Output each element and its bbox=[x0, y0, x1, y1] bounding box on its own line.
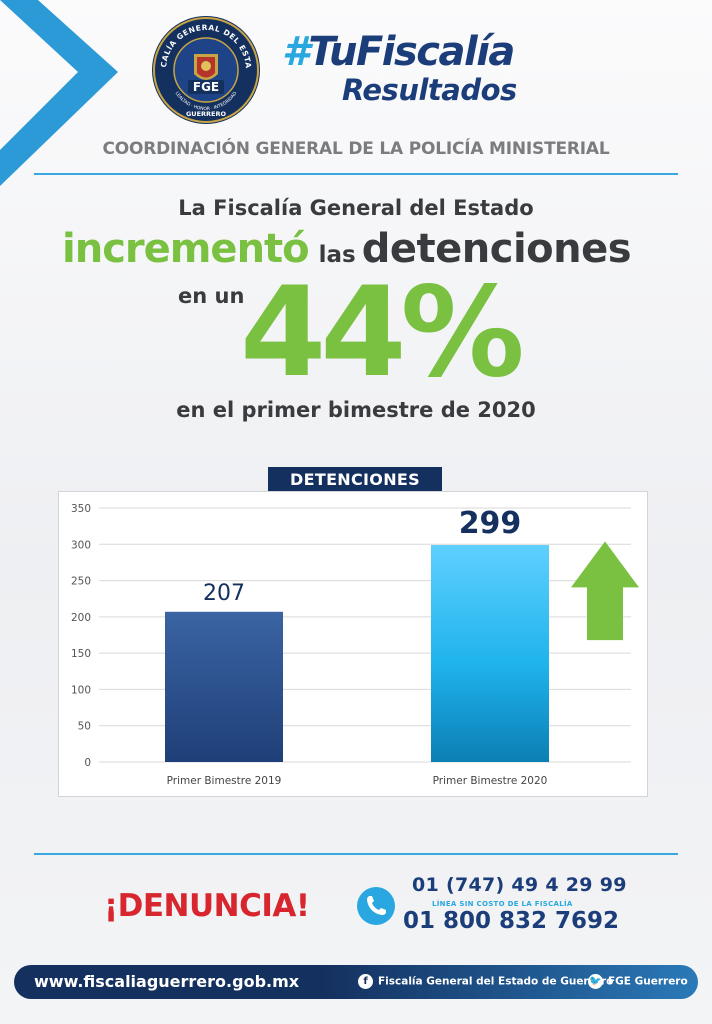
twitter-label: FGE Guerrero bbox=[608, 975, 688, 988]
brand-subtitle: Resultados bbox=[342, 73, 517, 107]
unit-title: COORDINACIÓN GENERAL DE LA POLICÍA MINIS… bbox=[102, 139, 610, 159]
bar-data-label: 299 bbox=[459, 506, 522, 541]
bar-chart: 0 50 100 150 200 250 300 350 207 Primer Bimestre … bbox=[58, 491, 648, 797]
headline-en-un: en un bbox=[178, 284, 245, 308]
brand-hashtag: #TuFiscalía bbox=[282, 30, 582, 74]
denuncia-heading: ¡DENUNCIA! bbox=[104, 888, 310, 924]
seal-crest bbox=[194, 54, 218, 80]
brand-hash-symbol: # bbox=[282, 29, 310, 75]
bar-chart-svg: 0 50 100 150 200 250 300 350 207 Primer Bimestre … bbox=[71, 503, 639, 787]
phone-icon bbox=[357, 887, 395, 925]
phone-number-1[interactable]: 01 (747) 49 4 29 99 bbox=[412, 874, 627, 896]
facebook-icon: f bbox=[358, 974, 373, 989]
y-tick-label: 0 bbox=[84, 757, 91, 769]
chart-title: DETENCIONES bbox=[268, 467, 442, 493]
website-link[interactable]: www.fiscaliaguerrero.gob.mx bbox=[34, 972, 300, 991]
twitter-link[interactable]: 🐦 FGE Guerrero bbox=[588, 974, 688, 989]
brand-hashtag-text: TuFiscalía bbox=[308, 29, 515, 75]
corner-chevron-decoration bbox=[0, 0, 118, 186]
y-tick-label: 350 bbox=[71, 503, 91, 515]
bar bbox=[165, 611, 283, 762]
facebook-link[interactable]: f Fiscalía General del Estado de Guerrero bbox=[358, 974, 613, 989]
y-tick-label: 100 bbox=[71, 684, 91, 696]
facebook-label: Fiscalía General del Estado de Guerrero bbox=[378, 975, 614, 988]
x-category-label: Primer Bimestre 2019 bbox=[167, 775, 282, 787]
y-tick-label: 150 bbox=[71, 648, 91, 660]
headline-detenciones: detenciones bbox=[361, 226, 632, 272]
x-category-label: Primer Bimestre 2020 bbox=[433, 775, 548, 787]
twitter-icon: 🐦 bbox=[588, 974, 603, 989]
phone-number-2[interactable]: 01 800 832 7692 bbox=[403, 908, 620, 934]
y-tick-label: 50 bbox=[78, 721, 91, 733]
toll-free-note: LÍNEA SIN COSTO DE LA FISCALÍA bbox=[432, 900, 573, 908]
headline-line-1: La Fiscalía General del Estado bbox=[178, 196, 534, 220]
bar bbox=[431, 545, 549, 762]
headline-line-2: incrementó las detenciones bbox=[62, 226, 632, 272]
headline-period: en el primer bimestre de 2020 bbox=[176, 398, 536, 422]
y-tick-label: 300 bbox=[71, 539, 91, 551]
headline-increment-word: incrementó bbox=[62, 226, 310, 272]
bottom-divider bbox=[34, 853, 678, 855]
top-divider bbox=[34, 173, 678, 175]
footer-bar: www.fiscaliaguerrero.gob.mx f Fiscalía Ge… bbox=[14, 965, 698, 999]
headline-las: las bbox=[318, 242, 356, 268]
y-tick-label: 200 bbox=[71, 612, 91, 624]
seal-state: GUERRERO bbox=[186, 110, 227, 118]
up-arrow-icon bbox=[571, 541, 639, 641]
headline-percent: 44% bbox=[240, 261, 525, 405]
fge-seal-logo: FISCALÍA GENERAL DEL ESTADO LEALTAD · HO… bbox=[150, 14, 260, 124]
brand-block: #TuFiscalía Resultados bbox=[282, 30, 582, 106]
seal-abbr: FGE bbox=[193, 80, 219, 94]
bar-data-label: 207 bbox=[203, 581, 245, 606]
y-tick-label: 250 bbox=[71, 576, 91, 588]
